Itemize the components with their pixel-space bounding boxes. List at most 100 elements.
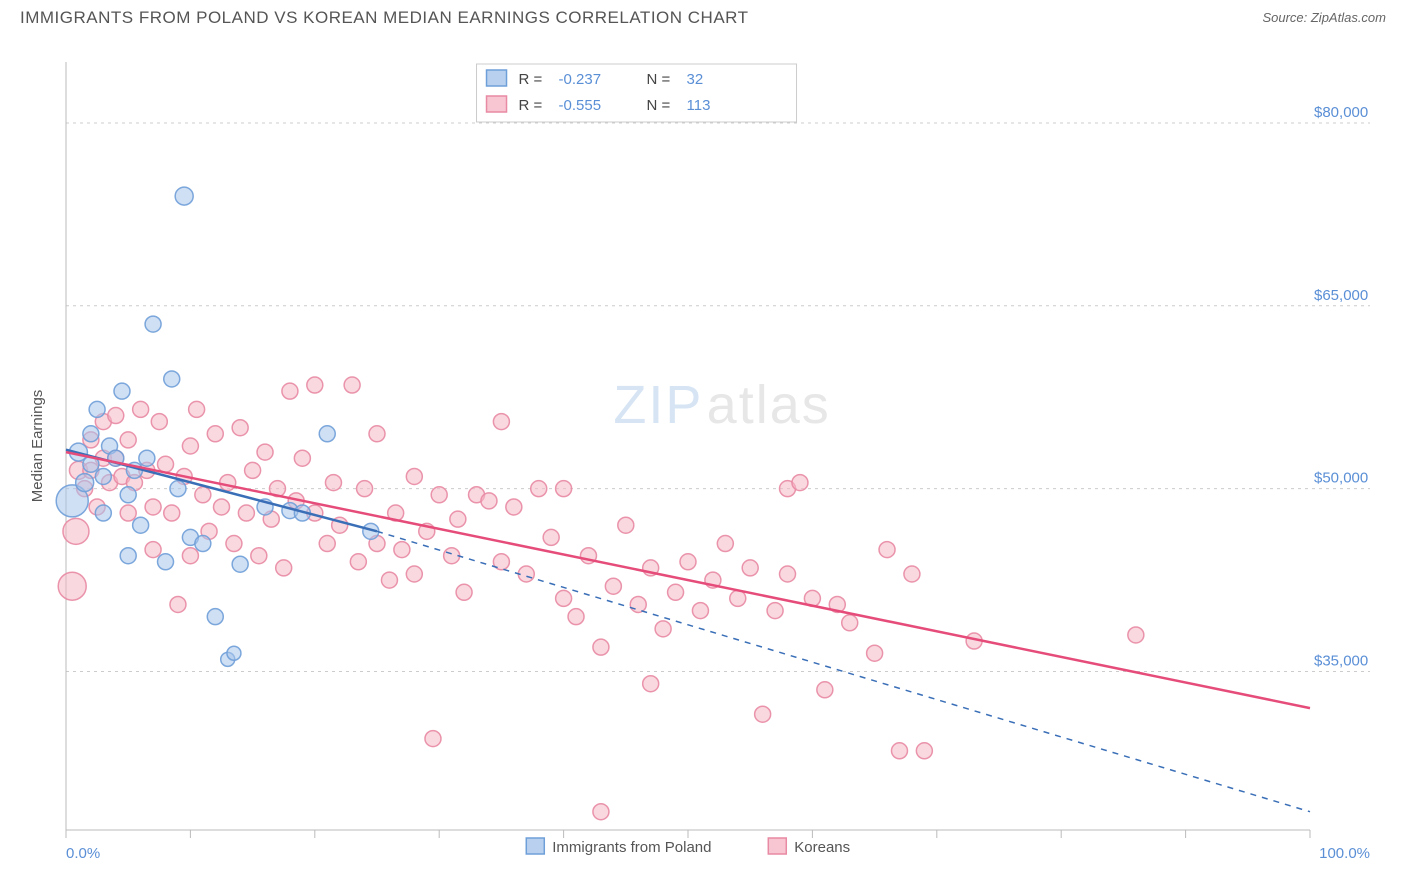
data-point [158, 554, 174, 570]
scatter-chart: $35,000$50,000$65,000$80,0000.0%100.0%Me… [20, 40, 1396, 882]
svg-text:ZIP: ZIP [613, 375, 703, 435]
source-label: Source: [1262, 10, 1310, 25]
data-point [717, 536, 733, 552]
data-point [95, 505, 111, 521]
data-point [245, 462, 261, 478]
data-point [350, 554, 366, 570]
data-point [904, 566, 920, 582]
data-point [189, 401, 205, 417]
data-point [891, 743, 907, 759]
data-point [668, 584, 684, 600]
data-point [456, 584, 472, 600]
data-point [114, 383, 130, 399]
data-point [170, 481, 186, 497]
data-point [58, 572, 86, 600]
data-point [319, 426, 335, 442]
bottom-legend-swatch [526, 838, 544, 854]
legend-swatch [487, 96, 507, 112]
y-tick-label: $50,000 [1314, 470, 1368, 487]
data-point [182, 438, 198, 454]
data-point [83, 426, 99, 442]
y-tick-label: $65,000 [1314, 287, 1368, 304]
bottom-legend-label: Immigrants from Poland [552, 839, 711, 856]
data-point [406, 468, 422, 484]
data-point [182, 548, 198, 564]
data-point [431, 487, 447, 503]
data-point [655, 621, 671, 637]
data-point [792, 475, 808, 491]
y-axis-label: Median Earnings [29, 390, 46, 503]
data-point [381, 572, 397, 588]
data-point [394, 542, 410, 558]
data-point [145, 542, 161, 558]
data-point [76, 474, 94, 492]
data-point [120, 548, 136, 564]
data-point [151, 414, 167, 430]
data-point [307, 377, 323, 393]
data-point [227, 646, 241, 660]
chart-container: $35,000$50,000$65,000$80,0000.0%100.0%Me… [20, 40, 1396, 882]
y-tick-label: $80,000 [1314, 104, 1368, 121]
data-point [282, 383, 298, 399]
data-point [133, 401, 149, 417]
data-point [481, 493, 497, 509]
x-tick-min: 0.0% [66, 845, 100, 862]
data-point [493, 414, 509, 430]
svg-text:atlas: atlas [707, 375, 831, 435]
data-point [506, 499, 522, 515]
data-point [543, 529, 559, 545]
chart-title: IMMIGRANTS FROM POLAND VS KOREAN MEDIAN … [20, 8, 749, 28]
data-point [556, 590, 572, 606]
data-point [139, 450, 155, 466]
data-point [89, 401, 105, 417]
data-point [643, 676, 659, 692]
data-point [1128, 627, 1144, 643]
data-point [742, 560, 758, 576]
watermark: ZIPatlas [613, 375, 830, 435]
legend-r-label: R = [519, 71, 543, 88]
data-point [158, 456, 174, 472]
data-point [817, 682, 833, 698]
data-point [692, 603, 708, 619]
source-attribution: Source: ZipAtlas.com [1262, 9, 1386, 27]
data-point [145, 316, 161, 332]
data-point [767, 603, 783, 619]
data-point [618, 517, 634, 533]
data-point [170, 596, 186, 612]
data-point [238, 505, 254, 521]
data-point [319, 536, 335, 552]
data-point [357, 481, 373, 497]
data-point [755, 706, 771, 722]
data-point [120, 487, 136, 503]
data-point [450, 511, 466, 527]
data-point [916, 743, 932, 759]
data-point [207, 609, 223, 625]
data-point [251, 548, 267, 564]
data-point [133, 517, 149, 533]
data-point [120, 432, 136, 448]
data-point [195, 487, 211, 503]
legend-swatch [487, 70, 507, 86]
legend-n-value: 32 [687, 71, 704, 88]
data-point [63, 518, 89, 544]
data-point [95, 468, 111, 484]
data-point [879, 542, 895, 558]
data-point [593, 804, 609, 820]
data-point [195, 536, 211, 552]
data-point [175, 187, 193, 205]
data-point [444, 548, 460, 564]
y-tick-label: $35,000 [1314, 653, 1368, 670]
data-point [207, 426, 223, 442]
data-point [730, 590, 746, 606]
legend-r-label: R = [519, 97, 543, 114]
legend-n-label: N = [647, 97, 671, 114]
data-point [232, 420, 248, 436]
data-point [425, 731, 441, 747]
data-point [593, 639, 609, 655]
data-point [257, 444, 273, 460]
data-point [630, 596, 646, 612]
legend-n-value: 113 [687, 97, 711, 114]
legend-n-label: N = [647, 71, 671, 88]
data-point [164, 371, 180, 387]
data-point [145, 499, 161, 515]
